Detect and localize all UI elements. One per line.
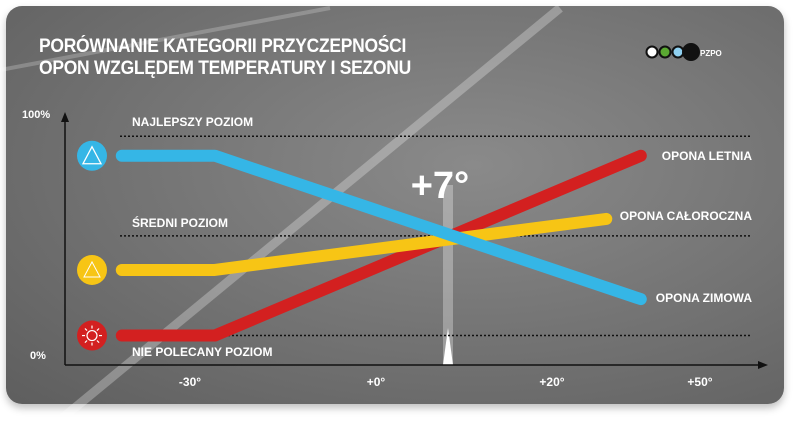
x-axis-arrow — [758, 361, 768, 369]
x-tick-label: -30° — [179, 375, 201, 389]
reference-label: NAJLEPSZY POZIOM — [132, 115, 253, 129]
logo-text: PZPO — [700, 49, 722, 58]
reference-label: ŚREDNI POZIOM — [132, 215, 228, 230]
sun-snow-icon-badge — [77, 254, 107, 285]
logo-circle — [645, 45, 659, 59]
logo-circle — [682, 43, 700, 61]
reference-label: NIE POLECANY POZIOM — [132, 345, 272, 359]
y-tick-label: 100% — [22, 109, 50, 121]
snowflake-mountain-icon — [81, 145, 103, 165]
logo-circle — [671, 45, 685, 59]
sun-ray — [96, 328, 100, 332]
sun-icon-badge — [77, 320, 107, 351]
series-line-2 — [115, 212, 613, 276]
sun-icon — [86, 329, 98, 342]
sun-ray — [84, 328, 88, 332]
y-axis-arrow — [61, 112, 69, 122]
y-tick-label: 0% — [30, 350, 46, 362]
lane-marking — [0, 6, 331, 72]
series-line-3 — [115, 149, 647, 306]
series-label: OPONA ZIMOWA — [656, 291, 753, 305]
x-tick-label: +20° — [539, 375, 564, 389]
title-line-1: PORÓWNANIE KATEGORII PRZYCZEPNOŚCI — [39, 36, 407, 57]
x-tick-label: +50° — [687, 375, 712, 389]
series-label: OPONA CAŁOROCZNA — [620, 209, 753, 223]
temperature-marker-spike — [443, 328, 453, 365]
sun-ray — [96, 340, 100, 344]
temperature-annotation: +7° — [411, 165, 470, 207]
sun-snow-icon — [83, 260, 101, 278]
sun-ray — [84, 340, 88, 344]
x-tick-label: +0° — [367, 375, 386, 389]
logo-circle — [658, 45, 672, 59]
title-line-2: OPON WZGLĘDEM TEMPERATURY I SEZONU — [39, 58, 411, 79]
series-label: OPONA LETNIA — [662, 149, 753, 163]
snowflake-mountain-icon-badge — [77, 140, 107, 171]
chart-title: PORÓWNANIE KATEGORII PRZYCZEPNOŚCI OPON … — [39, 36, 411, 80]
lane-marking — [57, 4, 563, 422]
series-line-1 — [115, 149, 647, 342]
